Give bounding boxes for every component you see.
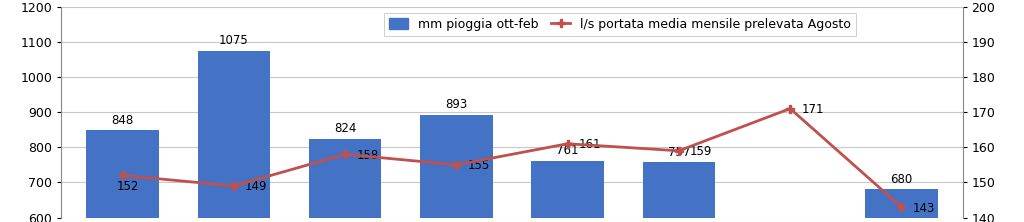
Text: 761: 761: [556, 145, 579, 157]
Text: 143: 143: [912, 202, 935, 215]
Legend: mm pioggia ott-feb, l/s portata media mensile prelevata Agosto: mm pioggia ott-feb, l/s portata media me…: [384, 13, 856, 36]
Text: 1075: 1075: [219, 34, 249, 47]
Text: 161: 161: [579, 138, 601, 151]
Text: 149: 149: [245, 180, 267, 194]
Bar: [86, 130, 159, 222]
Bar: [643, 162, 715, 222]
Bar: [198, 51, 270, 222]
Text: 171: 171: [801, 103, 823, 116]
Bar: [531, 161, 604, 222]
Text: 848: 848: [112, 114, 134, 127]
Text: 824: 824: [334, 122, 356, 135]
Bar: [865, 189, 938, 222]
Text: 159: 159: [690, 145, 713, 158]
Text: 152: 152: [117, 180, 139, 193]
Text: 155: 155: [468, 159, 489, 172]
Text: 543: 543: [779, 221, 801, 222]
Text: 158: 158: [356, 149, 379, 162]
Text: 757: 757: [668, 146, 690, 159]
Bar: [420, 115, 493, 222]
Text: 893: 893: [445, 98, 468, 111]
Bar: [309, 139, 381, 222]
Text: 680: 680: [890, 173, 912, 186]
